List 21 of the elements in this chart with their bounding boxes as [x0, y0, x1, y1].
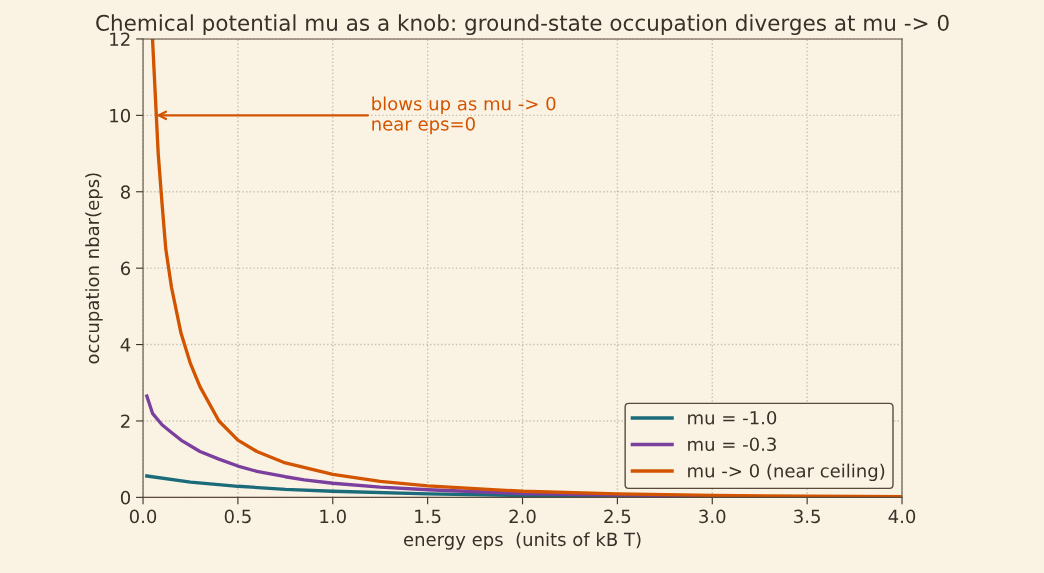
x-tick-label: 0.5 — [224, 509, 251, 524]
x-tick-label: 1.0 — [320, 509, 346, 524]
x-tick-label: 3.0 — [699, 509, 726, 524]
x-tick-label: 3.5 — [794, 509, 820, 524]
legend-label: mu = -0.3 — [688, 437, 776, 452]
y-tick-label: 6 — [121, 261, 131, 276]
x-tick-label: 0.0 — [129, 509, 157, 524]
x-tick-label: 1.5 — [415, 509, 441, 524]
annotation: blows up as mu -> 0 near eps=0 — [372, 96, 556, 135]
x-tick-label: 2.5 — [604, 509, 631, 524]
x-tick-label: 2.0 — [509, 509, 536, 524]
y-axis-title: occupation nbar(eps) — [85, 173, 103, 364]
x-tick-label: 4.0 — [888, 509, 916, 524]
y-tick-label: 8 — [120, 185, 130, 199]
x-axis-title: energy eps (units of kB T) — [403, 532, 641, 550]
legend-label: mu -> 0 (near ceiling) — [688, 463, 885, 482]
y-tick-label: 0 — [120, 490, 131, 505]
legend-label: mu = -1.0 — [688, 410, 777, 425]
y-tick-label: 10 — [110, 108, 131, 123]
y-tick-label: 4 — [120, 338, 131, 352]
y-tick-label: 2 — [121, 414, 130, 428]
